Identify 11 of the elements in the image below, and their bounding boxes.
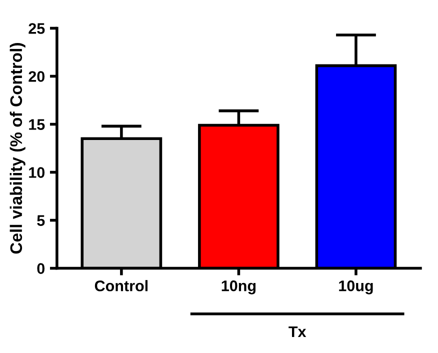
y-tick-label: 25 bbox=[28, 23, 45, 34]
y-tick-label: 5 bbox=[37, 215, 45, 226]
y-tick-label: 15 bbox=[29, 119, 45, 130]
y-tick-label: 0 bbox=[37, 263, 45, 274]
y-tick-label: 20 bbox=[28, 71, 45, 82]
y-axis-title: Cell viability (% of Control) bbox=[10, 43, 26, 254]
text: Tx bbox=[288, 326, 306, 337]
y-tick-label: 10 bbox=[29, 167, 45, 178]
x-tick-label: Control bbox=[94, 280, 148, 292]
x-tick-label: 10ng bbox=[222, 280, 256, 294]
x-tick-label: 10ug bbox=[339, 280, 373, 294]
